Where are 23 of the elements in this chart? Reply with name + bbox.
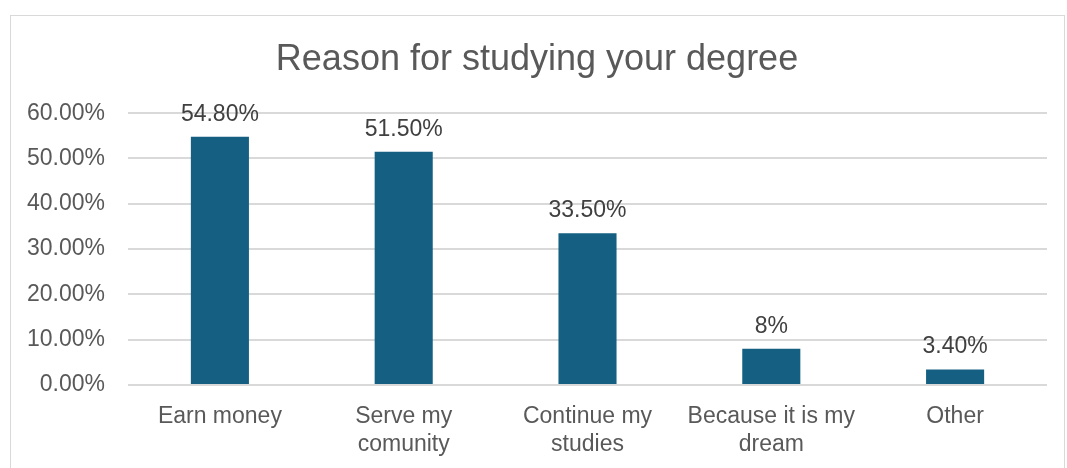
bar <box>190 136 249 384</box>
y-tick-label: 40.00% <box>26 189 105 216</box>
x-tick-label: Other <box>926 402 985 429</box>
y-tick-label: 20.00% <box>26 279 105 306</box>
chart-title: Reason for studying your degree <box>275 36 799 78</box>
x-tick-label: Because it is my dream <box>687 402 856 456</box>
bar <box>926 369 985 384</box>
data-label: 3.40% <box>922 332 988 359</box>
y-tick-label: 0.00% <box>39 370 105 397</box>
y-tick-label: 10.00% <box>26 325 105 352</box>
x-tick-label: Earn money <box>157 402 283 429</box>
data-label: 8% <box>754 311 788 338</box>
data-label: 54.80% <box>180 99 259 126</box>
y-tick-label: 60.00% <box>26 98 105 125</box>
data-label: 33.50% <box>548 196 627 223</box>
x-tick-label: Continue my studies <box>522 402 653 456</box>
data-label: 51.50% <box>364 114 443 141</box>
bar <box>374 151 433 384</box>
bar <box>558 233 617 384</box>
bar <box>742 348 801 384</box>
x-tick-label: Serve my comunity <box>355 402 453 456</box>
y-tick-label: 30.00% <box>26 234 105 261</box>
y-tick-label: 50.00% <box>26 143 105 170</box>
